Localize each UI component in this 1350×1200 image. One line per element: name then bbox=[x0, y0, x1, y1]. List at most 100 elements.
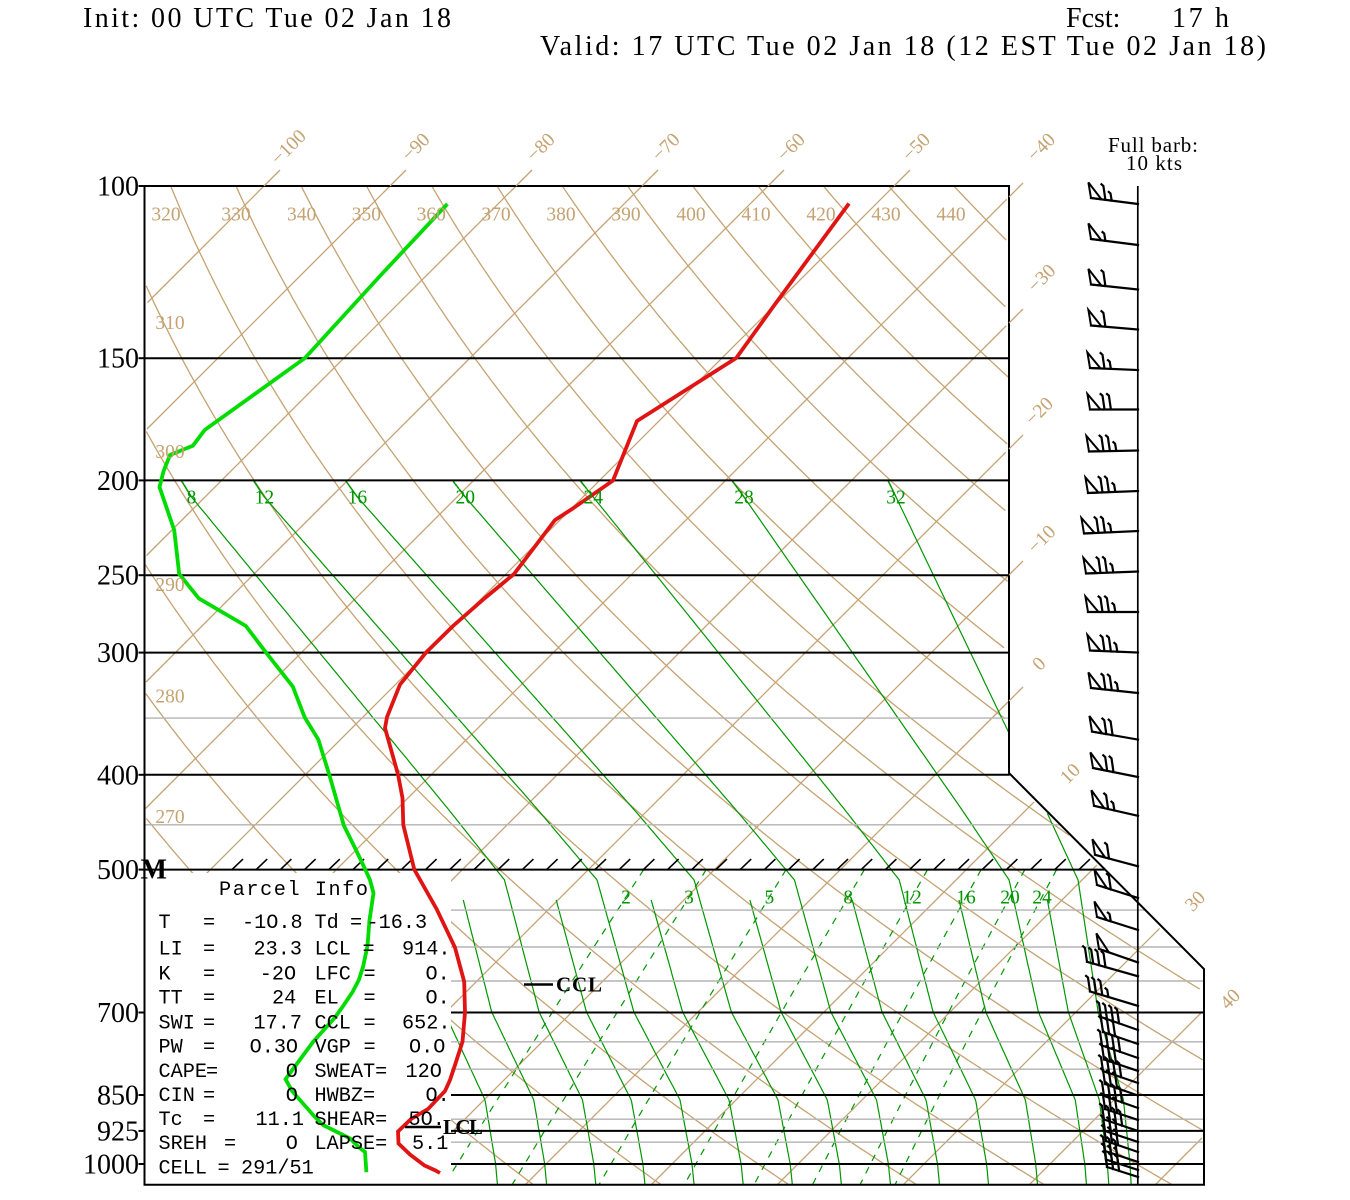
svg-text:290: 290 bbox=[155, 575, 184, 596]
svg-text:PW: PW bbox=[159, 1037, 184, 1060]
svg-text:300: 300 bbox=[155, 442, 184, 463]
svg-text:10 kts: 10 kts bbox=[1126, 151, 1182, 175]
svg-text:24: 24 bbox=[1032, 888, 1052, 909]
svg-text:390: 390 bbox=[611, 205, 640, 226]
svg-text:5O.: 5O. bbox=[409, 1109, 445, 1132]
svg-text:SWEAT=: SWEAT= bbox=[315, 1061, 388, 1084]
svg-text:K: K bbox=[159, 964, 172, 987]
svg-text:=: = bbox=[203, 939, 215, 962]
svg-text:300: 300 bbox=[97, 638, 139, 669]
svg-text:16: 16 bbox=[348, 488, 368, 509]
svg-text:Tc: Tc bbox=[159, 1109, 183, 1132]
svg-text:32: 32 bbox=[886, 488, 906, 509]
svg-text:O.3O: O.3O bbox=[250, 1037, 298, 1060]
svg-text:=: = bbox=[218, 1158, 230, 1181]
svg-text:O.: O. bbox=[426, 1085, 450, 1108]
svg-text:8: 8 bbox=[843, 888, 853, 909]
svg-text:410: 410 bbox=[741, 205, 770, 226]
svg-text:SWI: SWI bbox=[159, 1012, 195, 1035]
svg-text:=: = bbox=[203, 1012, 215, 1035]
svg-text:O: O bbox=[286, 1133, 298, 1156]
svg-text:LCL: LCL bbox=[443, 1115, 483, 1139]
svg-text:=: = bbox=[203, 964, 215, 987]
svg-text:T: T bbox=[159, 912, 171, 935]
svg-text:3: 3 bbox=[684, 888, 694, 909]
svg-text:CCL: CCL bbox=[315, 1012, 351, 1035]
svg-text:=: = bbox=[364, 1012, 376, 1035]
svg-text:O.: O. bbox=[426, 988, 450, 1011]
svg-text:150: 150 bbox=[97, 344, 139, 375]
svg-text:1000: 1000 bbox=[83, 1150, 139, 1181]
svg-text:TT: TT bbox=[159, 988, 183, 1011]
svg-text:LI: LI bbox=[159, 939, 183, 962]
svg-text:=: = bbox=[364, 1037, 376, 1060]
svg-text:=: = bbox=[364, 988, 376, 1011]
svg-text:=: = bbox=[206, 1061, 218, 1084]
svg-text:23.3: 23.3 bbox=[254, 939, 302, 962]
svg-text:200: 200 bbox=[97, 466, 139, 497]
svg-text:850: 850 bbox=[97, 1080, 139, 1111]
svg-text:=: = bbox=[203, 1085, 215, 1108]
svg-text:12: 12 bbox=[255, 488, 275, 509]
svg-text:5.1: 5.1 bbox=[412, 1133, 448, 1156]
svg-text:24: 24 bbox=[584, 488, 604, 509]
svg-text:380: 380 bbox=[546, 205, 575, 226]
svg-text:12: 12 bbox=[902, 888, 922, 909]
svg-text:=: = bbox=[203, 1037, 215, 1060]
svg-text:O.O: O.O bbox=[409, 1037, 445, 1060]
svg-text:=: = bbox=[203, 988, 215, 1011]
svg-text:-2O: -2O bbox=[260, 964, 296, 987]
svg-text:O.: O. bbox=[426, 964, 450, 987]
svg-text:Init: 00 UTC Tue 02 Jan 18: Init: 00 UTC Tue 02 Jan 18 bbox=[83, 3, 451, 34]
svg-text:O: O bbox=[286, 1061, 298, 1084]
svg-text:LFC: LFC bbox=[315, 964, 351, 987]
svg-text:20: 20 bbox=[456, 488, 476, 509]
svg-text:=: = bbox=[203, 1109, 215, 1132]
svg-text:291/51: 291/51 bbox=[241, 1158, 314, 1181]
svg-text:400: 400 bbox=[676, 205, 705, 226]
svg-text:370: 370 bbox=[481, 205, 510, 226]
svg-text:CCL: CCL bbox=[556, 973, 602, 997]
svg-text:=: = bbox=[363, 939, 375, 962]
svg-text:24: 24 bbox=[272, 988, 296, 1011]
svg-text:500: 500 bbox=[97, 855, 139, 886]
svg-text:310: 310 bbox=[155, 313, 184, 334]
svg-text:VGP: VGP bbox=[315, 1037, 351, 1060]
svg-text:O: O bbox=[286, 1085, 298, 1108]
svg-text:17 h: 17 h bbox=[1172, 3, 1229, 34]
svg-text:400: 400 bbox=[97, 760, 139, 791]
svg-text:CIN: CIN bbox=[159, 1085, 195, 1108]
svg-text:CELL: CELL bbox=[159, 1158, 207, 1181]
svg-text:925: 925 bbox=[97, 1116, 139, 1147]
svg-text:430: 430 bbox=[871, 205, 900, 226]
svg-text:8: 8 bbox=[187, 488, 197, 509]
svg-text:M: M bbox=[141, 855, 167, 886]
svg-text:=: = bbox=[350, 912, 362, 935]
svg-text:652.: 652. bbox=[402, 1012, 450, 1035]
svg-text:270: 270 bbox=[155, 807, 184, 828]
svg-text:12O: 12O bbox=[406, 1061, 442, 1084]
svg-text:350: 350 bbox=[352, 205, 381, 226]
svg-text:-16.3: -16.3 bbox=[367, 912, 428, 935]
svg-text:330: 330 bbox=[221, 205, 250, 226]
svg-text:CAPE: CAPE bbox=[159, 1061, 207, 1084]
svg-text:20: 20 bbox=[1000, 888, 1020, 909]
svg-text:=: = bbox=[364, 964, 376, 987]
svg-text:5: 5 bbox=[765, 888, 775, 909]
svg-text:Fcst:: Fcst: bbox=[1066, 3, 1120, 34]
svg-text:440: 440 bbox=[936, 205, 965, 226]
svg-text:700: 700 bbox=[97, 998, 139, 1029]
svg-text:420: 420 bbox=[806, 205, 835, 226]
svg-text:16: 16 bbox=[956, 888, 976, 909]
svg-text:28: 28 bbox=[734, 488, 754, 509]
svg-text:17.7: 17.7 bbox=[254, 1012, 302, 1035]
svg-text:Valid: 17 UTC Tue 02 Jan 18 (1: Valid: 17 UTC Tue 02 Jan 18 (12 EST Tue … bbox=[540, 31, 1266, 62]
svg-text:914.: 914. bbox=[402, 939, 450, 962]
svg-text:=: = bbox=[224, 1133, 236, 1156]
svg-text:11.1: 11.1 bbox=[256, 1109, 304, 1132]
svg-text:320: 320 bbox=[151, 205, 180, 226]
svg-text:Parcel Info: Parcel Info bbox=[219, 879, 368, 902]
svg-text:LAPSE=: LAPSE= bbox=[315, 1133, 388, 1156]
svg-text:2: 2 bbox=[621, 888, 631, 909]
svg-text:EL: EL bbox=[315, 988, 339, 1011]
